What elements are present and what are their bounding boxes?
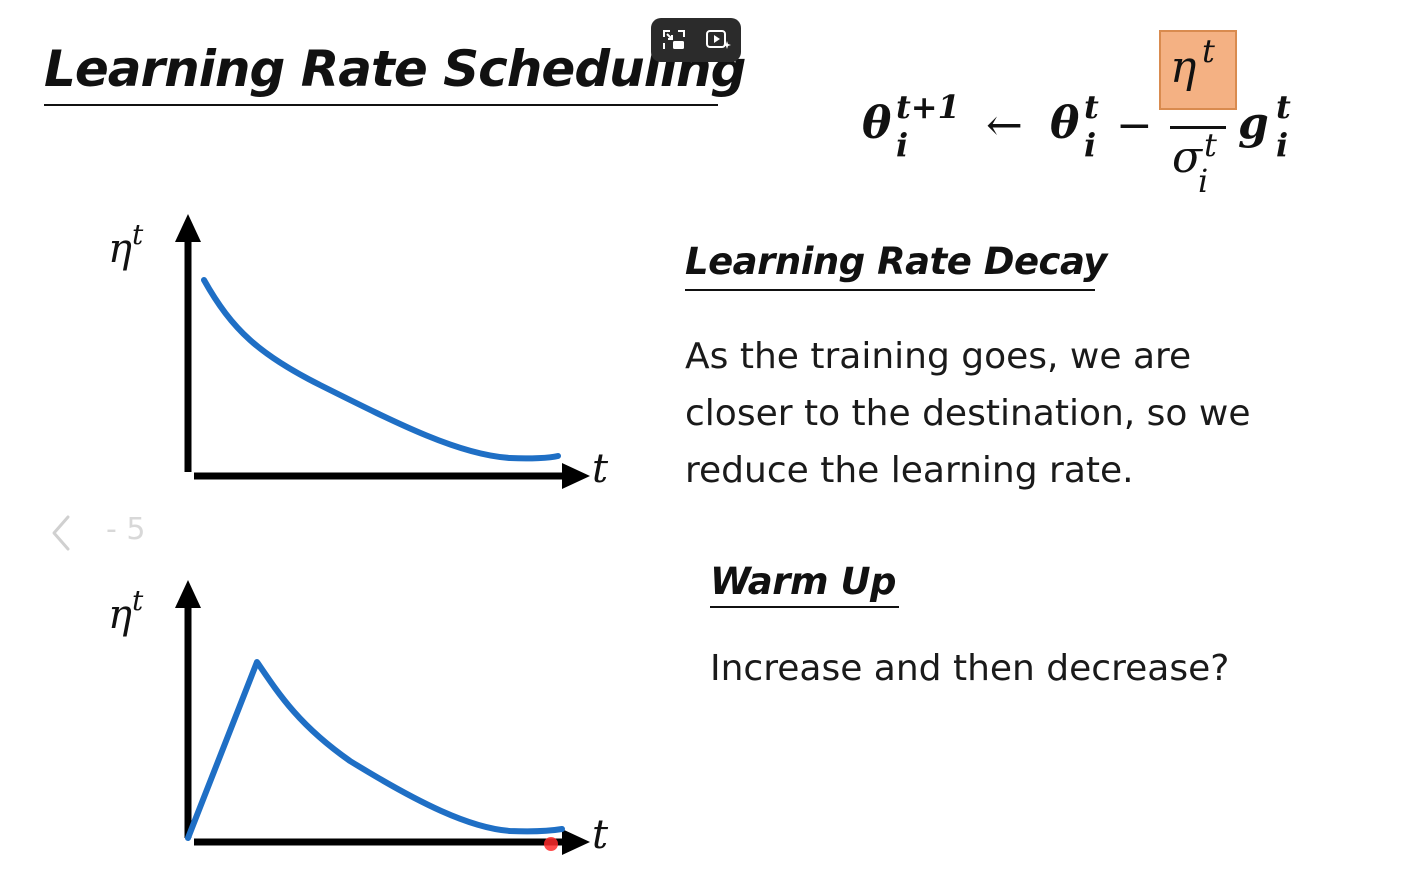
warmup-heading: Warm Up [710, 560, 896, 603]
decay-curve [201, 277, 561, 462]
warmup-curve [185, 659, 565, 841]
formula-eta-sup: t [1202, 32, 1215, 70]
slide-title: Learning Rate Scheduling [44, 40, 746, 98]
decay-y-axis-arrowhead [175, 214, 201, 242]
decay-graph [175, 214, 590, 489]
update-formula: θ t+1 i ← θ t i − η t σ t i g t i [860, 28, 1310, 208]
warmup-graph [175, 580, 590, 855]
decay-y-axis-symbol: η [108, 226, 132, 272]
decay-line-3: reduce the learning rate. [685, 450, 1134, 491]
title-underline [44, 104, 718, 106]
warmup-x-axis-label: t [592, 812, 609, 858]
decay-heading-underline [685, 289, 1095, 291]
decay-line-1: As the training goes, we are [685, 336, 1192, 377]
formula-theta-left: θ [862, 98, 892, 149]
formula-theta-right-sup: t [1084, 88, 1099, 126]
warmup-x-axis-arrowhead [562, 829, 590, 855]
warmup-y-axis-symbol: η [108, 592, 132, 638]
warmup-description: Increase and then decrease? [710, 648, 1230, 689]
formula-minus: − [1116, 100, 1153, 151]
formula-eta: η [1170, 42, 1197, 93]
picture-in-picture-icon [662, 30, 685, 49]
cursor-dot [544, 837, 558, 851]
formula-sigma-sub: i [1198, 162, 1209, 200]
warmup-y-axis-label: ηt [108, 584, 143, 638]
decay-x-axis-arrowhead [562, 463, 590, 489]
decay-y-axis-label: ηt [108, 218, 143, 272]
decay-y-axis-sup: t [131, 218, 144, 251]
formula-theta-right: θ [1050, 98, 1080, 149]
formula-arrow: ← [986, 100, 1023, 151]
formula-sigma-sup: t [1204, 126, 1217, 164]
decay-heading: Learning Rate Decay [685, 240, 1107, 283]
formula-g: g [1238, 98, 1269, 149]
formula-g-sub: i [1276, 126, 1289, 164]
decay-x-axis-label: t [592, 446, 609, 492]
previous-slide-button[interactable] [46, 513, 76, 553]
fraction-bar [1170, 126, 1226, 129]
warmup-y-axis-sup: t [131, 584, 144, 617]
decay-description: As the training goes, we are closer to t… [685, 328, 1251, 499]
slide-indicator: - 5 [106, 512, 146, 547]
video-sparkle-button[interactable] [704, 25, 734, 55]
decay-line-2: closer to the destination, so we [685, 393, 1251, 434]
video-sparkle-icon [705, 30, 731, 49]
formula-theta-left-sub: i [896, 126, 909, 164]
formula-g-sup: t [1276, 88, 1291, 126]
formula-theta-left-sup: t+1 [896, 88, 960, 126]
formula-theta-right-sub: i [1084, 126, 1097, 164]
warmup-y-axis-arrowhead [175, 580, 201, 608]
picture-in-picture-button[interactable] [659, 25, 689, 55]
warmup-heading-underline [710, 606, 899, 608]
eta-highlight-box [1159, 30, 1237, 110]
video-overlay-controls [651, 18, 741, 62]
chevron-left-icon [52, 515, 70, 551]
formula-sigma: σ [1172, 132, 1203, 183]
